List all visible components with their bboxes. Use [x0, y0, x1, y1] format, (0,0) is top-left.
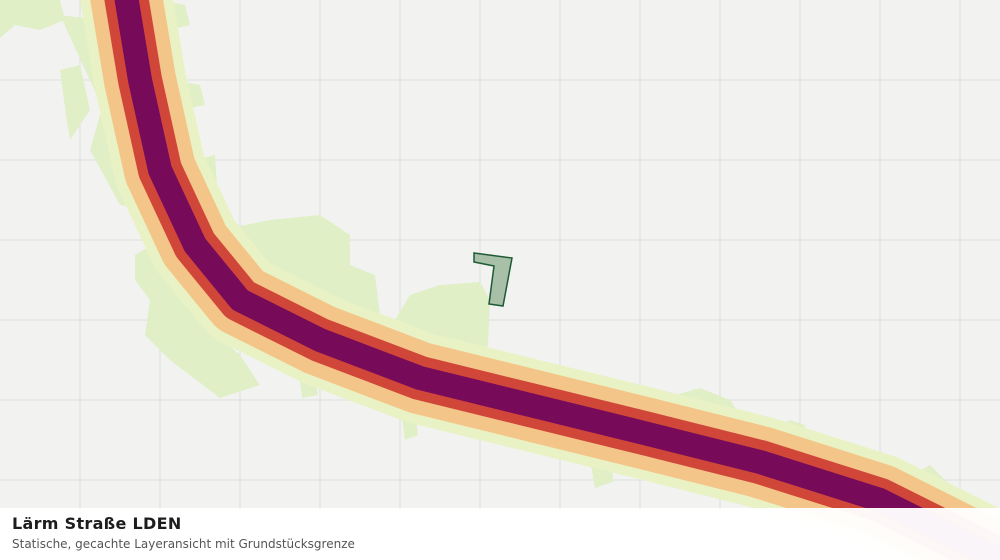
- noise-band-core: [114, 0, 1000, 560]
- legend-panel: Lärm Straße LDEN Statische, gecachte Lay…: [0, 508, 1000, 560]
- parcel-boundary[interactable]: [473, 252, 513, 307]
- map-subtitle: Statische, gecachte Layeransicht mit Gru…: [12, 537, 355, 551]
- map-title: Lärm Straße LDEN: [12, 514, 182, 533]
